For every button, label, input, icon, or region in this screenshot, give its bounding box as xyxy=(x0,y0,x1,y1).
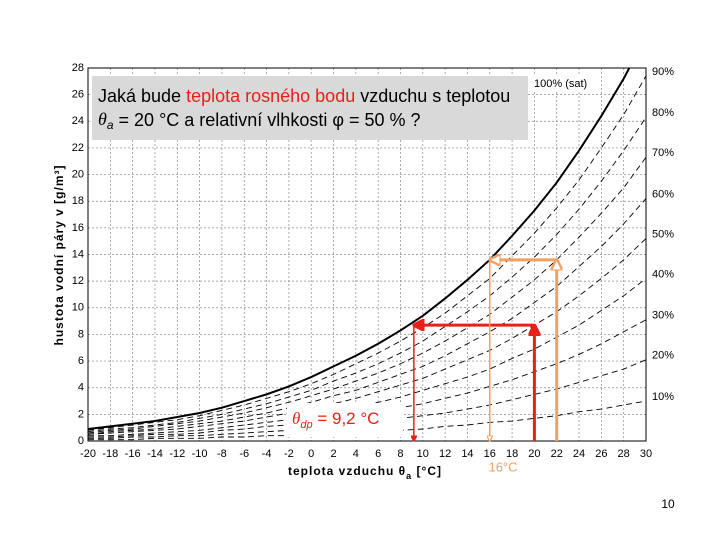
x-tick-label: -14 xyxy=(147,448,163,460)
question-part: teplota rosného bodu xyxy=(186,86,355,106)
rh-curve xyxy=(88,359,646,439)
x-tick-label: 22 xyxy=(551,448,563,460)
result-symbol: θ xyxy=(292,409,300,428)
series-label: 70% xyxy=(652,147,674,159)
y-tick-label: 10 xyxy=(72,302,84,314)
result-label: θdp = 9,2 °C xyxy=(292,409,379,431)
question-box xyxy=(92,76,528,140)
x-tick-label: 4 xyxy=(353,448,359,460)
question-part: vzduchu s teplotou xyxy=(355,86,510,106)
x-axis-label: teplota vzduchu θa [°C] xyxy=(288,464,442,481)
question-line: θa = 20 °C a relativní vlhkosti φ = 50 %… xyxy=(98,109,421,132)
series-label: 20% xyxy=(652,350,674,362)
x-tick-label: 24 xyxy=(573,448,585,460)
x-tick-label: -6 xyxy=(239,448,249,460)
x-tick-label: 26 xyxy=(595,448,607,460)
question-part: Jaká bude xyxy=(98,86,186,106)
series-label: 50% xyxy=(652,228,674,240)
rh-curve xyxy=(88,156,646,434)
y-tick-label: 16 xyxy=(72,222,84,234)
series-label: 30% xyxy=(652,310,674,322)
y-tick-label: 18 xyxy=(72,195,84,207)
x-tick-label: -2 xyxy=(284,448,294,460)
result-sub: dp xyxy=(300,419,312,431)
x-tick-label: -12 xyxy=(169,448,185,460)
x-tick-label: 30 xyxy=(640,448,652,460)
x-tick-label: 0 xyxy=(308,448,314,460)
x-tick-label: 18 xyxy=(506,448,518,460)
x-tick-label: 10 xyxy=(417,448,429,460)
x-tick-label: -16 xyxy=(125,448,141,460)
rh-curve xyxy=(88,75,646,431)
question-sub: a xyxy=(107,118,114,132)
series-label: 10% xyxy=(652,391,674,403)
x-tick-label: 8 xyxy=(397,448,403,460)
series-label: 60% xyxy=(652,188,674,200)
y-tick-label: 6 xyxy=(78,355,84,367)
series-label: 90% xyxy=(652,66,674,78)
page-number: 10 xyxy=(661,497,675,511)
question-symbol: θ xyxy=(98,109,107,129)
x-tick-label: -10 xyxy=(192,448,208,460)
y-tick-label: 8 xyxy=(78,328,84,340)
rh-curve xyxy=(88,238,646,435)
x-tick-label: 6 xyxy=(375,448,381,460)
x-tick-label: 20 xyxy=(528,448,540,460)
y-tick-label: 24 xyxy=(72,115,84,127)
question-line: Jaká bude teplota rosného bodu vzduchu s… xyxy=(98,86,510,106)
x-axis-label-text: teplota vzduchu θ xyxy=(288,464,406,478)
series-label-bg xyxy=(532,76,598,92)
y-tick-label: 4 xyxy=(78,382,84,394)
y-tick-label: 26 xyxy=(72,89,84,101)
series-label: 80% xyxy=(652,107,674,119)
y-tick-label: 22 xyxy=(72,142,84,154)
rh-curve xyxy=(88,68,631,431)
y-tick-label: 2 xyxy=(78,408,84,420)
question-part: = 20 °C a relativní vlhkosti φ = 50 % ? xyxy=(114,110,421,130)
y-tick-label: 0 xyxy=(78,435,84,447)
result-box xyxy=(287,403,403,437)
series-label: 40% xyxy=(652,268,674,280)
x-tick-label: -4 xyxy=(262,448,272,460)
y-axis-label: hustota vodní páry v [g/m³] xyxy=(52,164,66,345)
x-tick-label: -18 xyxy=(102,448,118,460)
rh-curve xyxy=(88,400,646,441)
x-tick-label: 16 xyxy=(484,448,496,460)
x-axis-label-unit: [°C] xyxy=(412,464,442,478)
x-tick-label: 12 xyxy=(439,448,451,460)
x-tick-label: 2 xyxy=(330,448,336,460)
x-tick-label: 14 xyxy=(461,448,473,460)
x-tick-label: -20 xyxy=(80,448,96,460)
x-tick-label: 28 xyxy=(618,448,630,460)
y-tick-label: 20 xyxy=(72,168,84,180)
y-tick-label: 14 xyxy=(72,248,84,260)
mark-label: 16°C xyxy=(488,459,517,474)
y-tick-label: 28 xyxy=(72,62,84,74)
series-label: 100% (sat) xyxy=(534,78,587,90)
x-axis-label-sub: a xyxy=(406,471,412,481)
plot-frame xyxy=(87,67,647,442)
result-text: = 9,2 °C xyxy=(313,409,380,428)
y-tick-label: 12 xyxy=(72,275,84,287)
rh-curve xyxy=(88,117,646,433)
rh-curve xyxy=(88,198,646,435)
x-tick-label: -8 xyxy=(217,448,227,460)
